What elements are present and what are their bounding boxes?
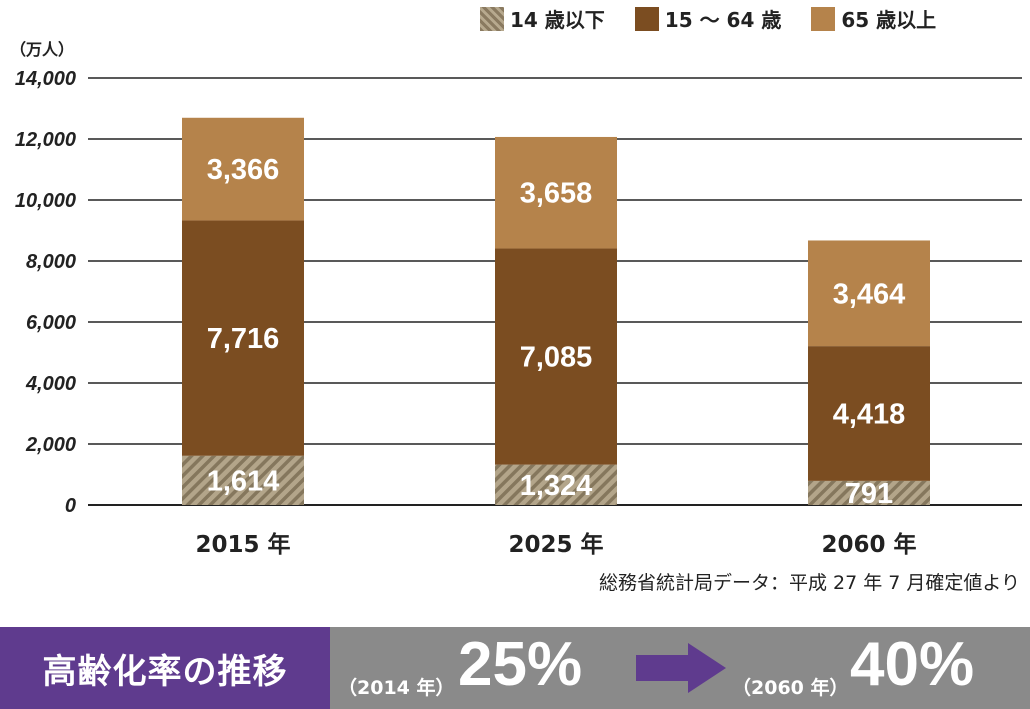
bar-segment bbox=[495, 248, 617, 465]
bar-segment bbox=[808, 346, 930, 481]
data-label: 3,658 bbox=[520, 178, 593, 210]
chart-legend: 14 歳以下 15 〜 64 歳 65 歳以上 bbox=[480, 4, 936, 33]
y-tick-label: 2,000 bbox=[25, 434, 76, 456]
bar-segment bbox=[495, 464, 617, 505]
legend-item-under-14: 14 歳以下 bbox=[480, 4, 605, 33]
legend-item-15-64: 15 〜 64 歳 bbox=[634, 4, 782, 33]
data-label: 3,366 bbox=[207, 154, 280, 186]
data-label: 7,085 bbox=[520, 342, 593, 374]
banner-title: 高齢化率の推移 bbox=[0, 627, 330, 709]
data-label: 4,418 bbox=[833, 399, 906, 431]
right-arrow-icon bbox=[636, 643, 726, 693]
y-axis-unit-label: （万人） bbox=[10, 40, 75, 59]
legend-label-under-14: 14 歳以下 bbox=[510, 8, 605, 32]
y-tick-label: 0 bbox=[65, 495, 76, 517]
y-tick-label: 10,000 bbox=[15, 190, 76, 212]
banner-to-value: 40% bbox=[850, 630, 975, 699]
bar-segment bbox=[182, 220, 304, 456]
data-label: 1,614 bbox=[207, 465, 280, 497]
banner-to-year: （2060 年） bbox=[732, 677, 849, 699]
bar-segment bbox=[808, 240, 930, 347]
y-tick-label: 14,000 bbox=[15, 68, 76, 90]
bar-segment bbox=[808, 480, 930, 505]
legend-swatch-under-14 bbox=[480, 6, 504, 31]
data-label: 1,324 bbox=[520, 470, 593, 502]
bar-segment bbox=[182, 455, 304, 505]
x-category-label: 2015 年 bbox=[195, 531, 290, 558]
stacked-bar-chart: 0 2,000 4,000 6,000 8,000 10,000 12,000 14,000 1… bbox=[15, 68, 1022, 558]
legend-label-65-over: 65 歳以上 bbox=[841, 8, 937, 32]
bar-segment bbox=[495, 136, 617, 249]
bar-segment bbox=[182, 117, 304, 221]
x-category-label: 2025 年 bbox=[508, 531, 603, 558]
data-label: 3,464 bbox=[833, 278, 906, 310]
legend-item-65-over: 65 歳以上 bbox=[811, 4, 936, 33]
banner-from-year: （2014 年） bbox=[338, 677, 455, 699]
banner-from-value: 25% bbox=[458, 630, 583, 699]
y-tick-label: 4,000 bbox=[25, 373, 76, 395]
legend-label-15-64: 15 〜 64 歳 bbox=[664, 8, 782, 32]
x-category-label: 2060 年 bbox=[821, 531, 916, 558]
y-tick-label: 6,000 bbox=[26, 312, 76, 334]
source-note: 総務省統計局データ：平成 27 年 7 月確定値より bbox=[598, 572, 1020, 594]
legend-swatch-15-64 bbox=[634, 6, 659, 31]
data-label: 7,716 bbox=[207, 323, 280, 355]
legend-swatch-65-over bbox=[811, 6, 836, 31]
data-label: 791 bbox=[845, 478, 893, 510]
y-tick-label: 8,000 bbox=[26, 251, 76, 273]
y-tick-label: 12,000 bbox=[15, 129, 76, 151]
aging-rate-banner: 高齢化率の推移 （2014 年） 25% （2060 年） 40% bbox=[0, 627, 1030, 709]
